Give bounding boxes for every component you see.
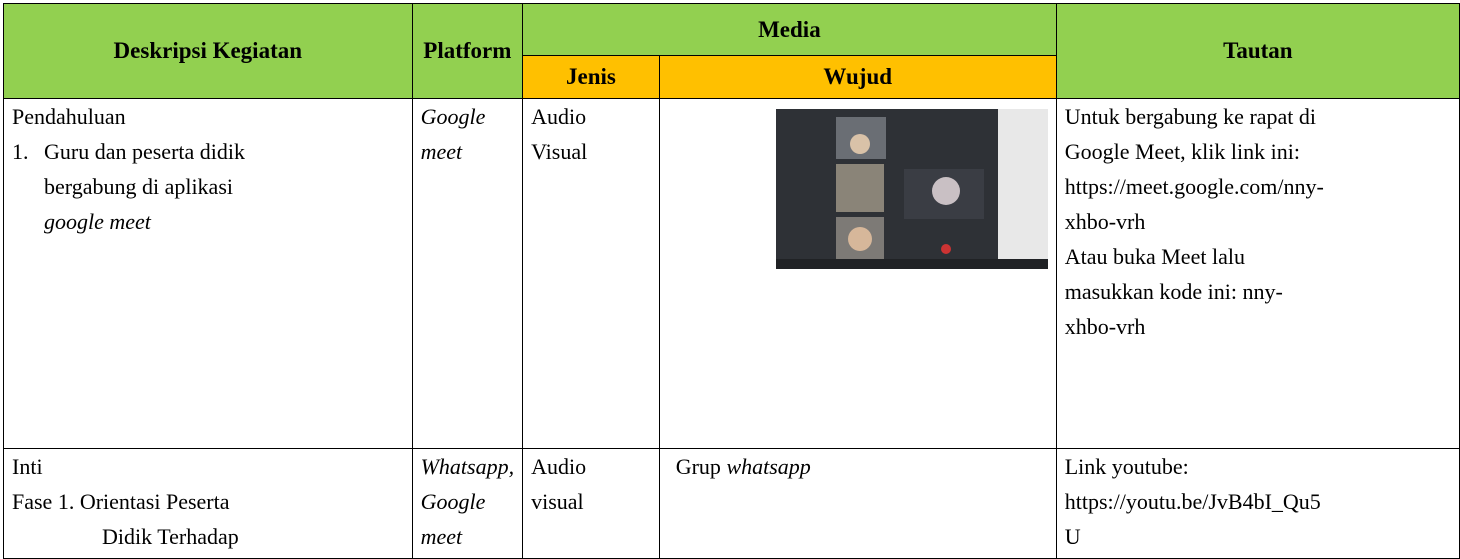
text-line: visual xyxy=(531,489,584,514)
cell xyxy=(658,98,1057,449)
text: whatsapp xyxy=(726,454,811,479)
text-line: masukkan kode ini: nny- xyxy=(1064,279,1283,304)
cell: Grup whatsapp xyxy=(658,448,1057,559)
cell: Audio Visual xyxy=(522,98,660,449)
cell: Inti Fase 1. Orientasi Peserta Didik Ter… xyxy=(3,448,413,559)
cell: Audio visual xyxy=(522,448,660,559)
page: {"table":{ "header":{"deskripsi":"Deskri… xyxy=(3,3,1460,559)
cell: Whatsapp, Google meet xyxy=(411,448,524,559)
header-cell: Tautan xyxy=(1055,3,1460,99)
text-line: U xyxy=(1064,524,1081,549)
text-line: 1. Guru dan peserta didik xyxy=(12,134,404,169)
text-line: Whatsapp, xyxy=(420,454,515,479)
text-line: Didik Terhadap xyxy=(102,524,239,549)
text-line: Google xyxy=(420,489,486,514)
text-line: Visual xyxy=(531,139,588,164)
header-cell: Deskripsi Kegiatan xyxy=(3,3,413,99)
text-line: Grup whatsapp xyxy=(668,449,1048,484)
header-cell: Platform xyxy=(411,3,524,99)
text-line: bergabung di aplikasi xyxy=(44,174,233,199)
text: Guru dan peserta didik xyxy=(44,139,245,164)
text-line: Audio xyxy=(531,454,587,479)
text-line: Untuk bergabung ke rapat di xyxy=(1064,104,1317,129)
text-line: Link youtube: xyxy=(1064,454,1189,479)
text-line: google meet xyxy=(44,209,151,234)
text-line: Atau buka Meet lalu xyxy=(1064,244,1245,269)
list-number: 1. xyxy=(12,139,29,164)
text-line: https://youtu.be/JvB4bI_Qu5 xyxy=(1064,489,1321,514)
activity-table: Deskripsi Kegiatan Platform Media Tautan… xyxy=(3,3,1460,559)
header-cell: Wujud xyxy=(658,55,1057,99)
text-line: Google Meet, klik link ini: xyxy=(1064,139,1300,164)
cell: Google meet xyxy=(411,98,524,449)
text-line: meet xyxy=(420,139,463,164)
text-line: meet xyxy=(420,524,463,549)
cell: Pendahuluan 1. Guru dan peserta didik ber… xyxy=(3,98,413,449)
text: Grup xyxy=(675,454,721,479)
text-line: Fase 1. Orientasi Peserta xyxy=(12,489,230,514)
cell: Untuk bergabung ke rapat di Google Meet,… xyxy=(1055,98,1460,449)
header-cell: Jenis xyxy=(522,55,660,99)
cell: Link youtube: https://youtu.be/JvB4bI_Qu… xyxy=(1055,448,1460,559)
header-cell: Media xyxy=(522,3,1057,56)
text-line: Inti xyxy=(12,454,43,479)
text-line: https://meet.google.com/nny- xyxy=(1064,174,1324,199)
text-line: Audio xyxy=(531,104,587,129)
text-line: Pendahuluan xyxy=(12,104,126,129)
text-line: Google xyxy=(420,104,486,129)
text-line: xhbo-vrh xyxy=(1064,209,1146,234)
text-line: xhbo-vrh xyxy=(1064,314,1146,339)
meeting-screenshot xyxy=(775,109,1048,269)
